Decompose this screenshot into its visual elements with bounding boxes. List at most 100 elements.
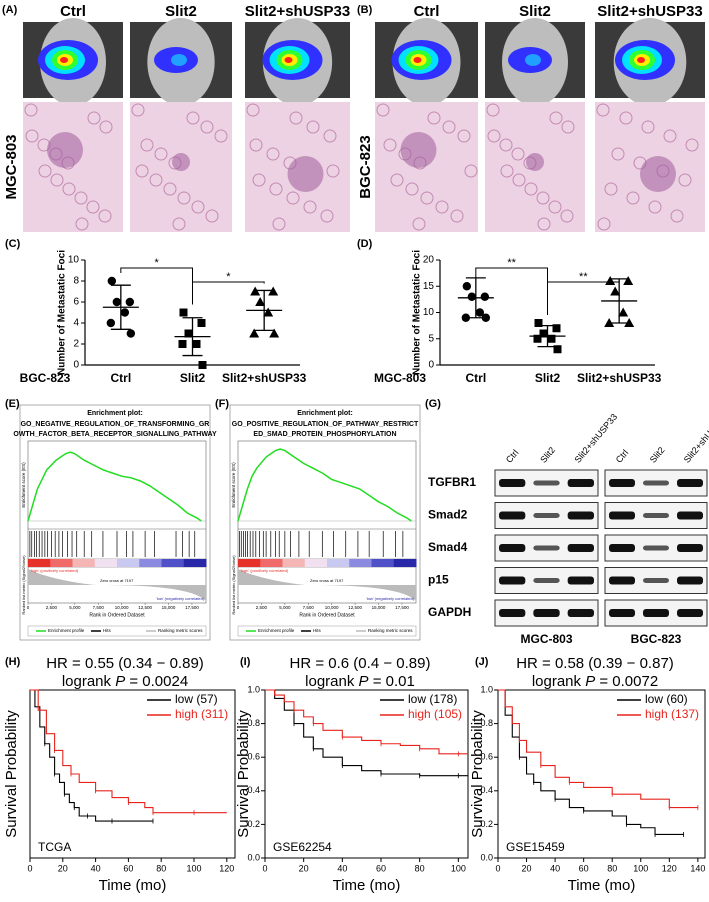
es-frame — [237, 440, 417, 604]
tissue-texture — [98, 209, 112, 223]
column-label: Slit2+shUSP33 — [597, 3, 702, 20]
tissue-texture — [512, 173, 526, 187]
plot-title: HR = 0.58 (0.39 − 0.87) — [516, 655, 674, 672]
dataset-label: GSE62254 — [273, 840, 332, 854]
low-label: 'low' (negatively correlated) — [156, 596, 205, 601]
protein-label: Smad2 — [428, 508, 468, 522]
point — [539, 329, 548, 338]
band — [499, 511, 526, 520]
point — [461, 313, 471, 322]
tissue-texture — [685, 138, 699, 152]
tissue-texture — [74, 191, 88, 205]
tissue-texture — [306, 120, 320, 134]
column-label: Slit2 — [519, 3, 551, 20]
rank-colorbar — [94, 559, 118, 567]
survival-curve — [498, 689, 698, 809]
x-tick-label: 7,500 — [93, 605, 105, 610]
x-axis-label: Time (mo) — [568, 877, 636, 894]
band — [567, 511, 594, 520]
tissue-texture — [62, 182, 76, 196]
legend-label: low (60) — [645, 692, 688, 706]
tissue-texture — [420, 191, 434, 205]
tissue-texture — [641, 120, 655, 134]
tissue-texture — [249, 138, 263, 152]
tissue-texture — [214, 129, 228, 143]
x-tick-label: 17,500 — [185, 605, 199, 610]
tissue-texture — [323, 129, 337, 143]
ranking-metric — [28, 569, 206, 601]
x-tick-label: 15,000 — [162, 605, 176, 610]
panel-label: (I) — [240, 656, 251, 668]
y-axis-label-2: Ranked list metric (Signal2Noise) — [21, 555, 26, 615]
band — [677, 511, 703, 520]
legend-frame — [27, 625, 207, 637]
x-tick-label: 12,500 — [138, 605, 152, 610]
rank-colorbar — [139, 559, 162, 567]
lane-label: Ctrl — [614, 448, 631, 465]
panel-label: (E) — [5, 398, 20, 410]
x-tick-label: 40 — [91, 863, 101, 873]
tissue-texture — [390, 173, 404, 187]
y-tick-label: 10 — [423, 307, 435, 318]
tissue-texture — [626, 191, 640, 205]
x-tick-label: 7,500 — [303, 605, 315, 610]
panel-label: (C) — [5, 238, 21, 250]
tissue-texture — [376, 103, 390, 117]
legend-label: Hits — [103, 628, 111, 633]
tissue-texture — [464, 164, 478, 178]
x-tick-label: Ctrl — [465, 371, 486, 385]
plot-subtitle: OWTH_FACTOR_BETA_RECEPTOR_SIGNALLING_PAT… — [13, 431, 217, 438]
tissue-texture — [611, 147, 625, 161]
rank-colorbar — [50, 559, 73, 567]
x-tick-label: 40 — [550, 863, 560, 873]
band — [609, 544, 635, 552]
tissue-texture — [131, 103, 145, 117]
tissue-texture — [670, 209, 684, 223]
y-tick-label: 0.4 — [480, 785, 493, 795]
significance-label: * — [226, 271, 231, 283]
point — [126, 329, 136, 338]
panel-label: (B) — [357, 4, 373, 16]
tissue-texture — [500, 164, 514, 178]
x-tick-label: 80 — [607, 863, 617, 873]
y-axis-label: Survival Probability — [235, 710, 252, 838]
point — [106, 318, 116, 328]
tissue-texture — [149, 173, 163, 187]
rank-colorbar — [327, 559, 350, 567]
point — [198, 361, 207, 369]
tissue-texture — [383, 138, 397, 152]
band — [677, 544, 703, 552]
rank-colorbar — [183, 559, 207, 567]
tissue-texture — [619, 111, 633, 125]
x-tick-label: 60 — [579, 863, 589, 873]
significance-label: ** — [579, 271, 588, 283]
x-tick-label: 80 — [156, 863, 166, 873]
x-tick-label: 0 — [27, 605, 30, 610]
significance-bracket — [192, 281, 265, 305]
tissue-texture — [561, 120, 575, 134]
lane-label: Ctrl — [504, 448, 521, 465]
tumor-focus — [640, 156, 676, 192]
band — [499, 576, 526, 585]
band — [643, 578, 669, 583]
lane-label: Slit2 — [648, 445, 667, 465]
tumor-focus — [47, 132, 83, 168]
point — [197, 319, 206, 327]
legend-label: high (311) — [175, 707, 228, 721]
es-curve — [27, 451, 202, 522]
band — [499, 609, 526, 617]
plot-title: Enrichment plot: — [87, 410, 143, 417]
tissue-texture — [286, 191, 300, 205]
y-tick-label: 1.0 — [247, 684, 260, 694]
x-tick-label: 20 — [299, 863, 309, 873]
point — [179, 308, 188, 317]
plot-subtitle: GO_POSITIVE_REGULATION_OF_PATHWAY_RESTRI… — [232, 421, 419, 428]
legend-label: Enrichment profile — [48, 628, 85, 633]
x-tick-label: 5,000 — [69, 605, 81, 610]
y-tick-label: 4 — [73, 318, 79, 329]
plot-frame — [19, 404, 211, 641]
subtitle-part: = 0.01 — [369, 673, 415, 690]
tissue-texture — [24, 103, 38, 117]
rank-colorbar — [238, 559, 261, 567]
signal — [171, 54, 187, 66]
